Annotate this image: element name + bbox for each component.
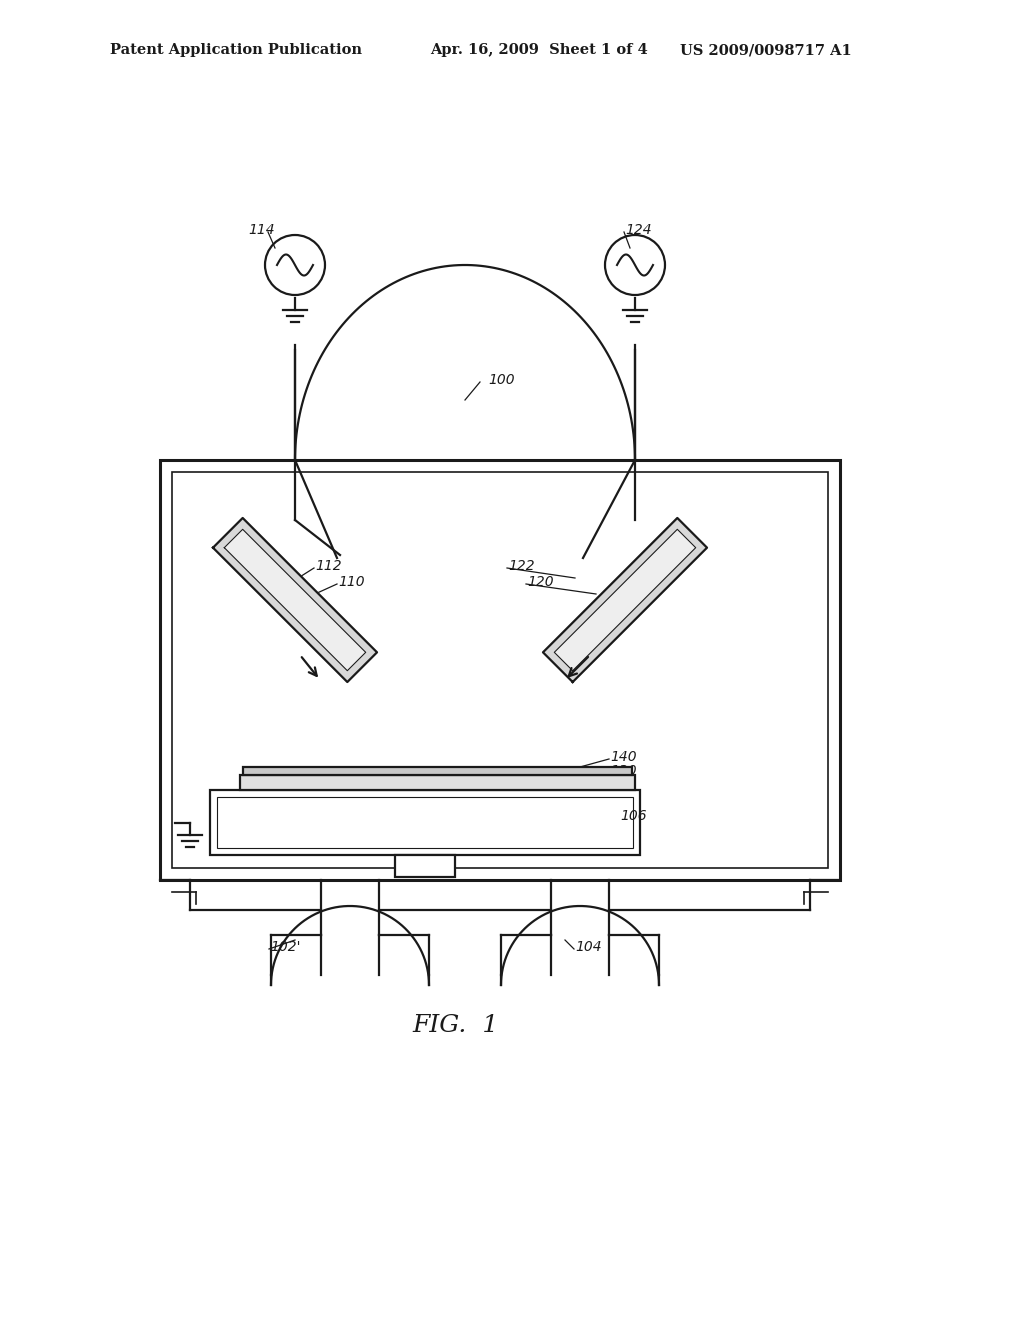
Bar [210,789,640,855]
Polygon shape [213,517,377,682]
Bar [172,473,828,869]
Bar [217,797,633,847]
Text: 100: 100 [488,374,515,387]
Text: US 2009/0098717 A1: US 2009/0098717 A1 [680,44,852,57]
Text: Apr. 16, 2009  Sheet 1 of 4: Apr. 16, 2009 Sheet 1 of 4 [430,44,648,57]
Text: FIG.  1: FIG. 1 [412,1014,498,1036]
Polygon shape [543,517,707,682]
Bar [243,767,632,775]
Polygon shape [224,529,366,671]
Text: 122: 122 [508,558,535,573]
Bar [160,459,840,880]
Text: 130: 130 [610,764,637,777]
Text: 106: 106 [620,809,646,822]
Text: 102': 102' [270,940,300,954]
Text: 114: 114 [248,223,274,238]
Text: Patent Application Publication: Patent Application Publication [110,44,362,57]
Bar [240,775,635,789]
Polygon shape [554,529,695,671]
Text: 110: 110 [338,576,365,589]
Text: 120: 120 [527,576,554,589]
Text: 140: 140 [610,750,637,764]
Text: 104: 104 [575,940,602,954]
Text: 124: 124 [625,223,651,238]
Bar [395,855,455,876]
Text: 112: 112 [315,558,342,573]
